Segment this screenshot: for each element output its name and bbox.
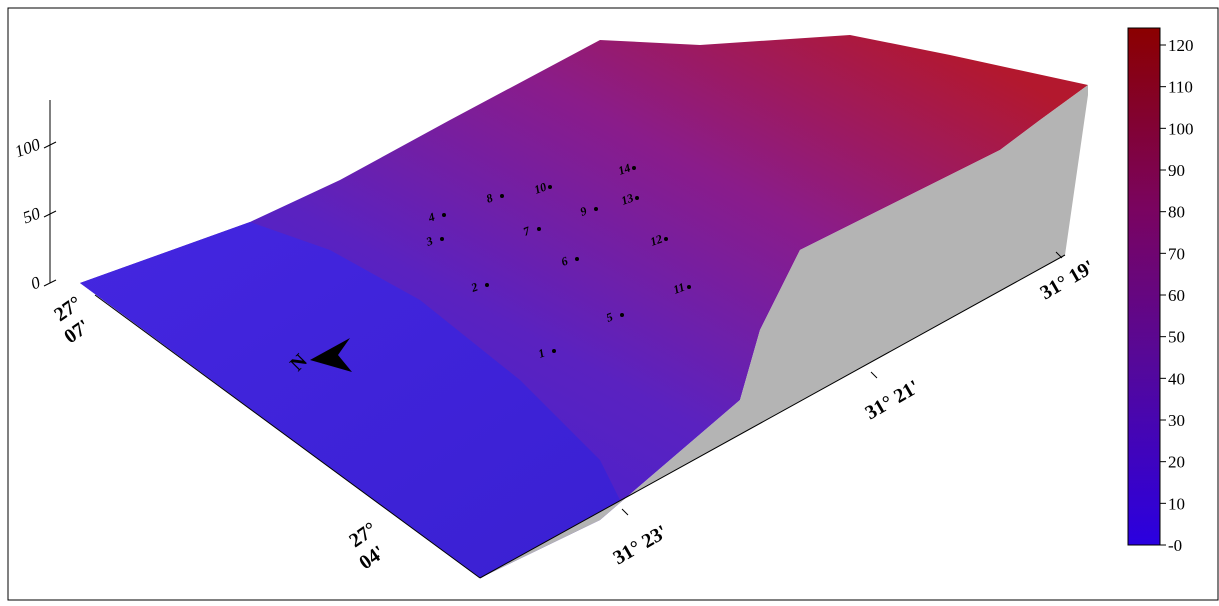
colorbar-label: 110 [1168,78,1193,97]
colorbar-label: 40 [1168,369,1185,388]
point-marker [620,313,624,317]
z-tick-label: 100 [12,134,43,161]
colorbar-label: 10 [1168,494,1185,513]
colorbar-label: 90 [1168,161,1185,180]
colorbar-label: 70 [1168,244,1185,263]
point-marker [552,349,556,353]
point-marker [548,185,552,189]
point-marker [632,166,636,170]
lon-label: 31° 23' [610,521,672,569]
colorbar-label: 20 [1168,453,1185,472]
colorbar-label: 100 [1168,119,1194,138]
colorbar [1128,28,1160,545]
point-marker [594,207,598,211]
colorbar-label: 30 [1168,411,1185,430]
lon-tick [871,372,877,378]
point-marker [440,237,444,241]
point-marker [500,194,504,198]
colorbar-label: 80 [1168,203,1185,222]
colorbar-label: -0 [1168,536,1182,555]
colorbar-label: 50 [1168,328,1185,347]
lon-label: 31° 21' [862,376,924,424]
lon-tick [622,509,628,515]
map-scene: N 050100-010203040506070809010011012027°… [0,0,1219,601]
colorbar-label: 120 [1168,36,1194,55]
z-tick-label: 0 [28,272,43,293]
point-marker [485,283,489,287]
z-tick-label: 50 [20,203,43,227]
point-marker [442,213,446,217]
point-marker [635,196,639,200]
point-marker [537,227,541,231]
point-marker [575,257,579,261]
point-marker [687,285,691,289]
point-marker [664,237,668,241]
colorbar-label: 60 [1168,286,1185,305]
